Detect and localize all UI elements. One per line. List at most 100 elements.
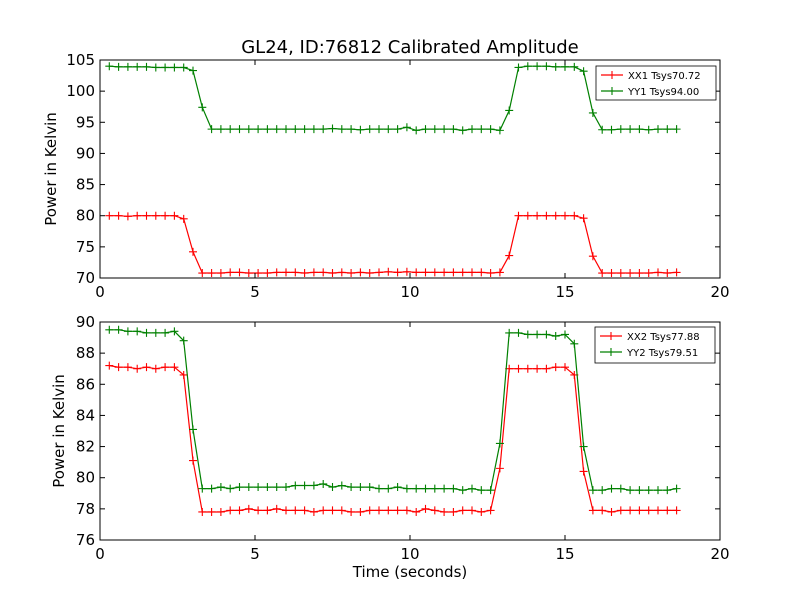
data-point [235, 506, 244, 515]
data-point [635, 486, 644, 495]
data-point [216, 125, 225, 134]
data-point [375, 268, 383, 277]
data-point [542, 364, 551, 373]
data-point [402, 267, 411, 276]
data-point [263, 125, 272, 134]
data-point [142, 363, 151, 372]
top-y-axis-label: Power in Kelvin [42, 112, 60, 226]
data-point [412, 484, 421, 493]
data-point [300, 269, 309, 278]
data-point [347, 483, 356, 492]
data-point [579, 467, 588, 476]
data-point [421, 268, 430, 277]
data-point [198, 507, 207, 516]
legend-marker [607, 332, 615, 340]
data-point [449, 268, 458, 277]
data-point [356, 268, 365, 277]
data-point [235, 483, 244, 492]
y-tick-label: 70 [76, 269, 95, 287]
data-point [616, 484, 625, 493]
data-point [570, 211, 579, 220]
data-point [123, 62, 132, 71]
data-point [449, 484, 458, 493]
y-tick-label: 80 [76, 469, 95, 487]
y-tick-label: 90 [76, 313, 95, 331]
data-point [393, 506, 402, 515]
data-point [151, 211, 160, 220]
data-point [402, 484, 411, 493]
data-point [384, 506, 393, 515]
data-point [133, 211, 142, 220]
x-tick-label: 0 [95, 283, 105, 301]
data-point [486, 506, 495, 515]
data-point [616, 506, 625, 515]
data-point [114, 363, 123, 372]
data-point [393, 483, 402, 492]
data-point [570, 339, 579, 348]
data-point [561, 363, 569, 372]
data-point [226, 506, 235, 515]
y-tick-label: 86 [76, 375, 95, 393]
data-point [644, 506, 653, 515]
data-point [142, 328, 151, 337]
legend-label: YY2 Tsys79.51 [626, 348, 698, 359]
data-point [300, 506, 309, 515]
data-point [291, 481, 300, 490]
x-tick-label: 5 [250, 545, 260, 563]
data-point [533, 62, 542, 71]
data-point [635, 269, 644, 278]
data-point [244, 125, 253, 134]
data-point [114, 62, 123, 71]
data-point [347, 507, 356, 516]
data-point [244, 269, 253, 278]
data-point [384, 484, 393, 493]
data-point [495, 268, 504, 277]
data-point [151, 328, 160, 337]
x-tick-label: 0 [95, 545, 105, 563]
y-tick-label: 84 [76, 406, 95, 424]
data-point [588, 506, 597, 515]
data-point [319, 125, 328, 134]
y-tick-label: 95 [76, 113, 95, 131]
data-point [207, 269, 216, 278]
data-point [588, 108, 597, 117]
data-point [393, 125, 402, 134]
data-point [123, 212, 132, 221]
data-point [226, 268, 235, 277]
data-point [105, 361, 114, 370]
data-point [449, 507, 458, 516]
data-point [486, 486, 495, 495]
data-point [105, 62, 114, 71]
data-point [412, 126, 421, 135]
legend-marker [608, 87, 616, 95]
data-point [226, 484, 235, 493]
data-point [207, 125, 216, 134]
data-point [282, 506, 290, 515]
data-point [616, 269, 625, 278]
data-point [198, 269, 207, 278]
y-tick-label: 82 [76, 438, 95, 456]
data-point [170, 363, 179, 372]
data-point [663, 125, 672, 134]
data-point [198, 484, 207, 493]
data-point [663, 269, 672, 278]
data-point [644, 269, 653, 278]
data-point [105, 211, 114, 220]
data-point [561, 330, 569, 339]
data-point [551, 62, 560, 71]
legend-marker [607, 348, 615, 356]
data-point [133, 327, 142, 336]
data-point [105, 325, 114, 334]
data-point [672, 484, 681, 493]
data-point [588, 252, 597, 261]
data-point [254, 483, 263, 492]
data-point [179, 370, 188, 379]
data-point [598, 125, 607, 134]
data-point [319, 506, 328, 515]
data-point [216, 269, 225, 278]
x-tick-label: 20 [710, 283, 729, 301]
data-point [654, 486, 662, 495]
data-point [235, 125, 244, 134]
data-point [291, 506, 300, 515]
